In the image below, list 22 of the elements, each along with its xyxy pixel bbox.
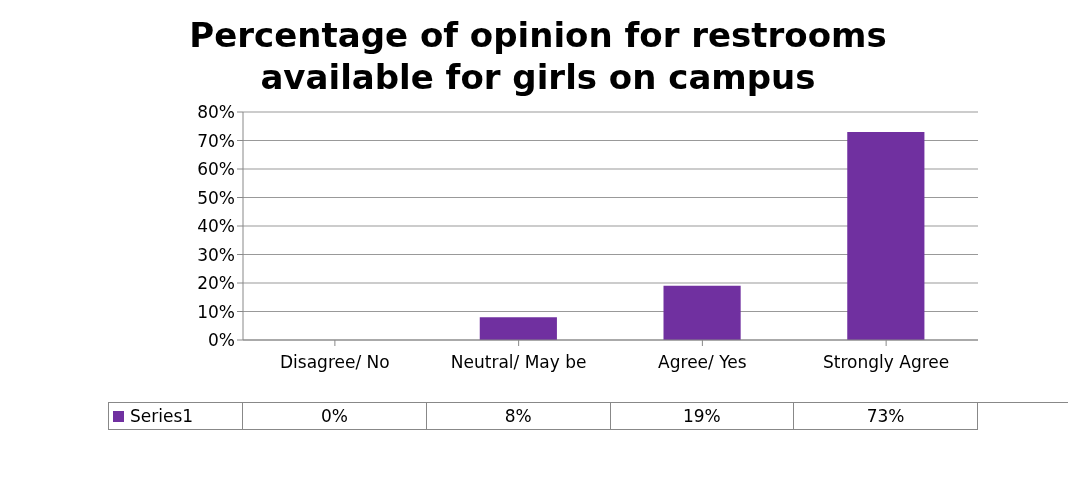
- legend-label: Series1: [130, 406, 194, 426]
- chart-title: Percentage of opinion for restrooms available for girls on campus: [188, 14, 888, 99]
- x-tick-label: Agree/ Yes: [658, 352, 747, 373]
- y-tick-label: 20%: [197, 273, 235, 294]
- y-tick-label: 70%: [197, 130, 235, 151]
- text: 0%: [320, 406, 348, 426]
- text: 73%: [866, 406, 905, 426]
- text: 19%: [682, 406, 721, 426]
- y-tick-label: 50%: [197, 187, 235, 208]
- x-tick-label: Disagree/ No: [280, 352, 390, 373]
- bar: [663, 285, 741, 340]
- bar: [479, 317, 557, 340]
- y-tick-label: 30%: [197, 244, 235, 265]
- y-tick-label: 80%: [197, 102, 235, 123]
- y-tick-label: 10%: [197, 301, 235, 322]
- y-tick-label: 0%: [208, 330, 235, 351]
- bar: [847, 131, 925, 340]
- x-tick-label: Neutral/ May be: [450, 352, 587, 373]
- x-tick-label: Strongly Agree: [823, 352, 950, 373]
- y-tick-label: 40%: [197, 216, 235, 237]
- text: 8%: [504, 406, 532, 426]
- y-tick-label: 60%: [197, 159, 235, 180]
